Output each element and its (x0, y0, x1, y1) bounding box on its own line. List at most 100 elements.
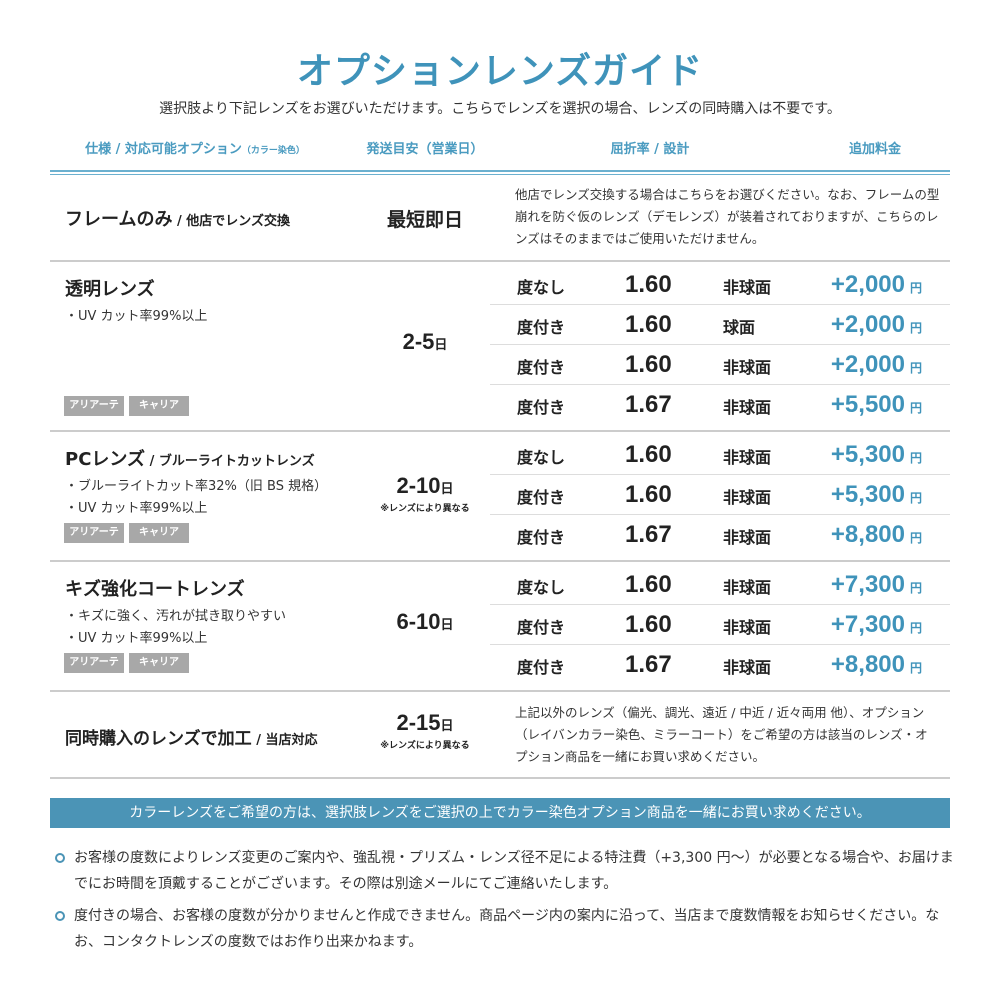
section-bullet: ・UV カット率99%以上 (65, 631, 208, 646)
lens-price-unit: 円 (909, 361, 922, 375)
section-name: キズ強化コートレンズ (65, 575, 245, 601)
shipping-note: ※レンズにより異なる (380, 504, 470, 514)
lens-price: +2,000 (830, 311, 905, 338)
lens-row-divider (490, 604, 950, 605)
lens-row: 度付き 1.60 非球面 +2,000 円 (490, 345, 950, 385)
page-title: オプションレンズガイド (296, 51, 704, 92)
header-shipping: 発送目安（営業日） (366, 142, 484, 157)
lens-index: 1.67 (625, 521, 672, 548)
lens-row-divider (490, 344, 950, 345)
section-bullet: ・ブルーライトカット率32%（旧 BS 規格） (65, 479, 328, 494)
lens-type: 度なし (517, 578, 566, 597)
same-time-days: 2-15 (396, 710, 441, 735)
lens-price: +5,300 (830, 481, 905, 508)
lens-design: 球面 (723, 318, 756, 337)
lens-price-unit: 円 (909, 401, 922, 415)
row-divider (50, 690, 950, 692)
lens-design: 非球面 (723, 528, 772, 547)
lens-price-group: +5,300 円 (810, 441, 922, 469)
page-subtitle: 選択肢より下記レンズをお選びいただけます。こちらでレンズを選択の場合、レンズの同… (159, 101, 841, 117)
lens-price-group: +7,300 円 (810, 571, 922, 599)
lens-price-group: +2,000 円 (810, 311, 922, 339)
option-tag: キャリア (129, 653, 189, 673)
lens-type: 度付き (517, 358, 566, 377)
section-name: PCレンズ / ブルーライトカットレンズ (65, 445, 315, 471)
lens-row: 度なし 1.60 非球面 +7,300 円 (490, 565, 950, 605)
section-name: 透明レンズ (65, 275, 155, 301)
header-divider (50, 174, 950, 175)
lens-price-group: +8,800 円 (810, 651, 922, 679)
row-divider (50, 260, 950, 262)
same-time-unit: 日 (440, 719, 454, 734)
same-time-desc: 上記以外のレンズ（偏光、調光、遠近 / 中近 / 近々両用 他）、オプション（レ… (515, 705, 928, 764)
lens-row: 度付き 1.67 非球面 +8,800 円 (490, 645, 950, 685)
section-bullet: ・キズに強く、汚れが拭き取りやすい (65, 609, 287, 624)
lens-price-unit: 円 (909, 531, 922, 545)
lens-price-unit: 円 (909, 621, 922, 635)
lens-price: +7,300 (830, 611, 905, 638)
lens-index: 1.60 (625, 481, 672, 508)
lens-design: 非球面 (723, 398, 772, 417)
lens-price: +8,800 (830, 521, 905, 548)
lens-row: 度付き 1.60 球面 +2,000 円 (490, 305, 950, 345)
lens-type: 度なし (517, 448, 566, 467)
header-spec-small: （カラー染色） (241, 146, 305, 156)
lens-row: 度付き 1.67 非球面 +5,500 円 (490, 385, 950, 425)
option-tag: キャリア (129, 523, 189, 543)
lens-price-group: +7,300 円 (810, 611, 922, 639)
lens-design: 非球面 (723, 358, 772, 377)
lens-row: 度付き 1.60 非球面 +5,300 円 (490, 475, 950, 515)
header-spec: 仕様 / 対応可能オプション（カラー染色） (55, 138, 335, 157)
lens-index: 1.60 (625, 351, 672, 378)
lens-price: +2,000 (830, 351, 905, 378)
lens-row-divider (490, 644, 950, 645)
lens-row-divider (490, 514, 950, 515)
section-bullet: ・UV カット率99%以上 (65, 501, 208, 516)
same-time-shipping: 2-15日 ※レンズにより異なる (360, 710, 490, 751)
section-title: キズ強化コートレンズ (65, 579, 245, 600)
lens-index: 1.60 (625, 571, 672, 598)
lens-price-unit: 円 (909, 581, 922, 595)
lens-price: +8,800 (830, 651, 905, 678)
lens-row: 度付き 1.60 非球面 +7,300 円 (490, 605, 950, 645)
lens-index: 1.60 (625, 611, 672, 638)
lens-price-group: +8,800 円 (810, 521, 922, 549)
lens-type: 度付き (517, 318, 566, 337)
same-time-name: 同時購入のレンズで加工 / 当店対応 (65, 724, 317, 749)
frame-only-sub: / 他店でレンズ交換 (172, 214, 291, 229)
option-tag: アリアーテ (64, 523, 124, 543)
lens-price-unit: 円 (909, 491, 922, 505)
lens-row: 度なし 1.60 非球面 +5,300 円 (490, 435, 950, 475)
lens-price: +5,300 (830, 441, 905, 468)
lens-price-group: +2,000 円 (810, 351, 922, 379)
lens-type: 度付き (517, 658, 566, 677)
lens-price-group: +5,500 円 (810, 391, 922, 419)
option-tag: アリアーテ (64, 396, 124, 416)
lens-row-divider (490, 384, 950, 385)
lens-price-group: +5,300 円 (810, 481, 922, 509)
lens-index: 1.60 (625, 441, 672, 468)
frame-only-desc: 他店でレンズ交換する場合はこちらをお選びください。なお、フレームの型崩れを防ぐ仮… (515, 187, 940, 246)
lens-price-group: +2,000 円 (810, 271, 922, 299)
lens-price-unit: 円 (909, 661, 922, 675)
lens-index: 1.60 (625, 311, 672, 338)
section-shipping: 6-10日 (360, 609, 490, 635)
lens-price: +7,300 (830, 571, 905, 598)
frame-only-name: フレームのみ / 他店でレンズ交換 (65, 205, 290, 231)
lens-price: +2,000 (830, 271, 905, 298)
lens-design: 非球面 (723, 618, 772, 637)
lens-price-unit: 円 (909, 451, 922, 465)
lens-price: +5,500 (830, 391, 905, 418)
lens-design: 非球面 (723, 658, 772, 677)
lens-design: 非球面 (723, 448, 772, 467)
section-shipping: 2-10日 ※レンズにより異なる (360, 473, 490, 514)
lens-type: 度付き (517, 618, 566, 637)
note-2: 度付きの場合、お客様の度数が分かりませんと作成できません。商品ページ内の案内に沿… (74, 908, 940, 950)
row-divider (50, 777, 950, 779)
row-divider (50, 430, 950, 432)
shipping-unit: 日 (434, 338, 448, 353)
option-tag: アリアーテ (64, 653, 124, 673)
frame-only-title: フレームのみ (65, 209, 173, 230)
lens-price-unit: 円 (909, 321, 922, 335)
lens-row-divider (490, 304, 950, 305)
